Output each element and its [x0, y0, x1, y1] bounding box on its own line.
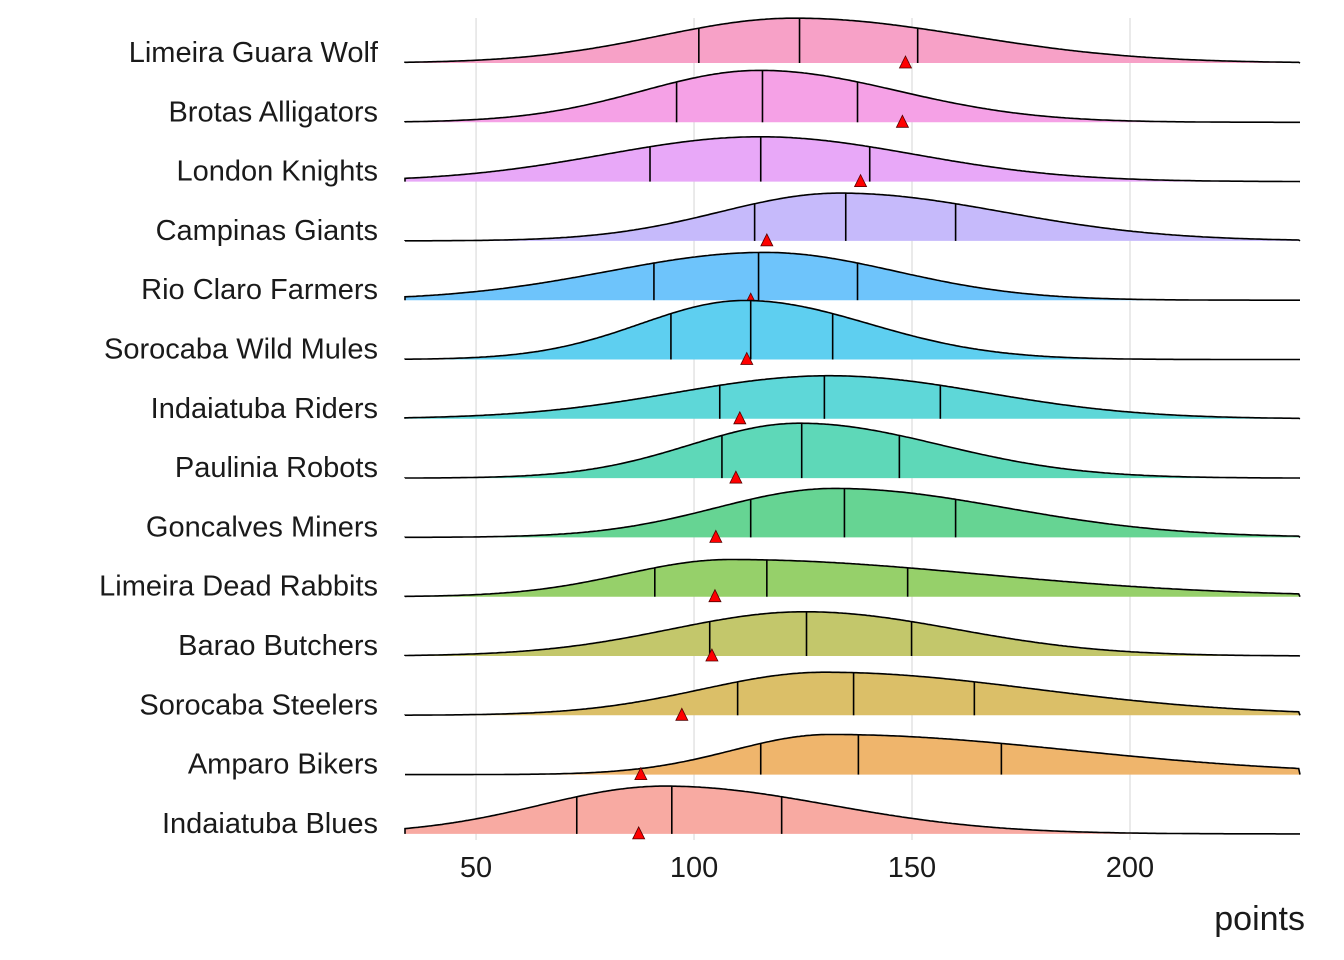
ridge-paulinia-robots — [404, 422, 1301, 484]
x-tick-label: 150 — [888, 852, 936, 884]
marker-triangle — [740, 351, 754, 365]
ridge-london-knights — [404, 136, 1301, 188]
density-area — [405, 136, 1300, 182]
ridge-barao-butchers — [404, 611, 1301, 662]
ridges — [404, 17, 1301, 840]
marker-triangle — [705, 648, 719, 662]
x-tick-label: 200 — [1106, 852, 1154, 884]
density-outline — [404, 299, 1300, 361]
y-label: Indaiatuba Blues — [162, 808, 378, 840]
density-area — [405, 734, 1300, 775]
density-outline — [405, 733, 1301, 776]
marker-triangle — [760, 233, 774, 247]
ridge-sorocaba-steelers — [404, 671, 1301, 721]
density-outline — [404, 136, 1301, 183]
density-area — [405, 672, 1300, 716]
ridge-indaiatuba-blues — [404, 785, 1300, 840]
y-label: Paulinia Robots — [175, 452, 378, 484]
density-area — [405, 423, 1300, 479]
density-outline — [404, 785, 1300, 835]
y-label: Sorocaba Wild Mules — [104, 334, 378, 366]
density-outline — [404, 611, 1301, 657]
density-outline — [404, 487, 1301, 539]
x-tick-label: 50 — [460, 852, 492, 884]
x-axis-ticks: 50 100 150 200 — [460, 852, 1154, 884]
marker-triangle — [709, 529, 723, 543]
y-label: Amparo Bikers — [188, 749, 378, 781]
y-label: Barao Butchers — [178, 630, 378, 662]
density-outline — [404, 17, 1301, 64]
density-outline — [404, 251, 1300, 301]
marker-triangle — [898, 55, 913, 69]
y-label: Rio Claro Farmers — [141, 274, 378, 306]
density-outline — [404, 69, 1300, 124]
y-label: Sorocaba Steelers — [139, 689, 378, 721]
density-outline — [404, 192, 1301, 242]
y-label: London Knights — [176, 156, 378, 188]
density-area — [405, 18, 1300, 63]
density-outline — [404, 374, 1301, 420]
density-area — [405, 300, 1300, 360]
ridge-amparo-bikers — [405, 733, 1301, 780]
marker-triangle — [733, 410, 747, 425]
marker-triangle — [895, 114, 910, 128]
marker-triangle — [634, 766, 648, 780]
density-area — [405, 488, 1300, 538]
marker-triangle — [708, 588, 722, 603]
ridge-limeira-dead-rabbits — [404, 558, 1301, 603]
density-area — [405, 193, 1300, 241]
density-area — [405, 375, 1300, 419]
density-outline — [404, 671, 1301, 716]
density-area — [405, 559, 1300, 597]
marker-triangle — [632, 826, 646, 840]
y-label: Limeira Dead Rabbits — [99, 571, 378, 603]
x-tick-label: 100 — [670, 852, 718, 884]
y-label: Campinas Giants — [156, 215, 378, 247]
marker-triangle — [675, 707, 689, 721]
y-axis-labels: Limeira Guara Wolf Brotas Alligators Londo… — [99, 37, 379, 840]
y-label: Goncalves Miners — [146, 511, 378, 543]
y-label: Brotas Alligators — [168, 96, 378, 128]
y-label: Indaiatuba Riders — [151, 393, 378, 425]
ridge-goncalves-miners — [404, 487, 1301, 543]
density-outline — [404, 422, 1301, 479]
density-area — [405, 252, 1300, 301]
marker-triangle — [853, 173, 868, 188]
density-area — [405, 611, 1300, 656]
y-label: Limeira Guara Wolf — [129, 37, 379, 69]
x-axis-title: points — [1214, 900, 1305, 938]
ridge-sorocaba-wild-mules — [404, 299, 1300, 365]
density-area — [405, 786, 1300, 834]
marker-triangle — [729, 470, 743, 484]
ridge-rio-claro-farmers — [404, 251, 1300, 306]
ridge-limeira-guara-wolf — [404, 17, 1301, 69]
ridge-indaiatuba-riders — [404, 374, 1301, 425]
ridge-brotas-alligators — [404, 69, 1300, 128]
density-area — [405, 70, 1300, 123]
ridge-campinas-giants — [404, 192, 1301, 247]
density-outline — [404, 558, 1301, 598]
